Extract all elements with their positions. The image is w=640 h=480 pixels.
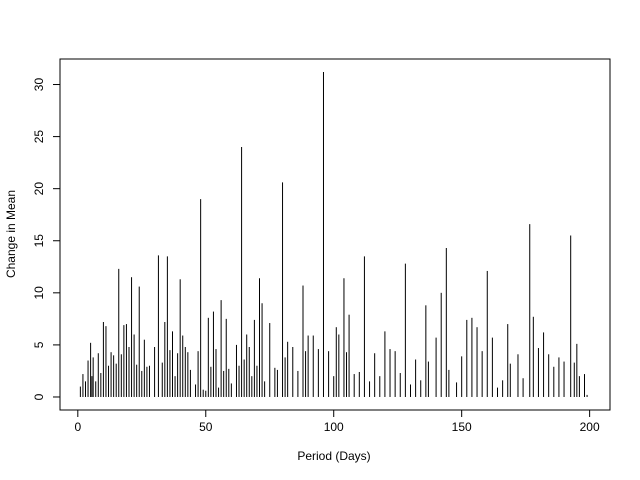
plot-frame: [59, 58, 611, 411]
x-axis-label: Period (Days): [297, 449, 370, 463]
y-tick-label: 25: [32, 130, 46, 144]
x-tick-label: 150: [452, 420, 472, 434]
x-tick-label: 50: [199, 420, 213, 434]
x-tick-label: 100: [324, 420, 344, 434]
x-tick-label: 0: [74, 420, 81, 434]
y-axis-label: Change in Mean: [4, 190, 18, 278]
y-tick-label: 0: [32, 393, 46, 400]
y-tick-label: 20: [32, 182, 46, 196]
y-tick-label: 10: [32, 286, 46, 300]
y-tick-label: 5: [32, 341, 46, 348]
y-tick-label: 15: [32, 234, 46, 248]
y-tick-label: 30: [32, 78, 46, 92]
x-tick-label: 200: [580, 420, 600, 434]
